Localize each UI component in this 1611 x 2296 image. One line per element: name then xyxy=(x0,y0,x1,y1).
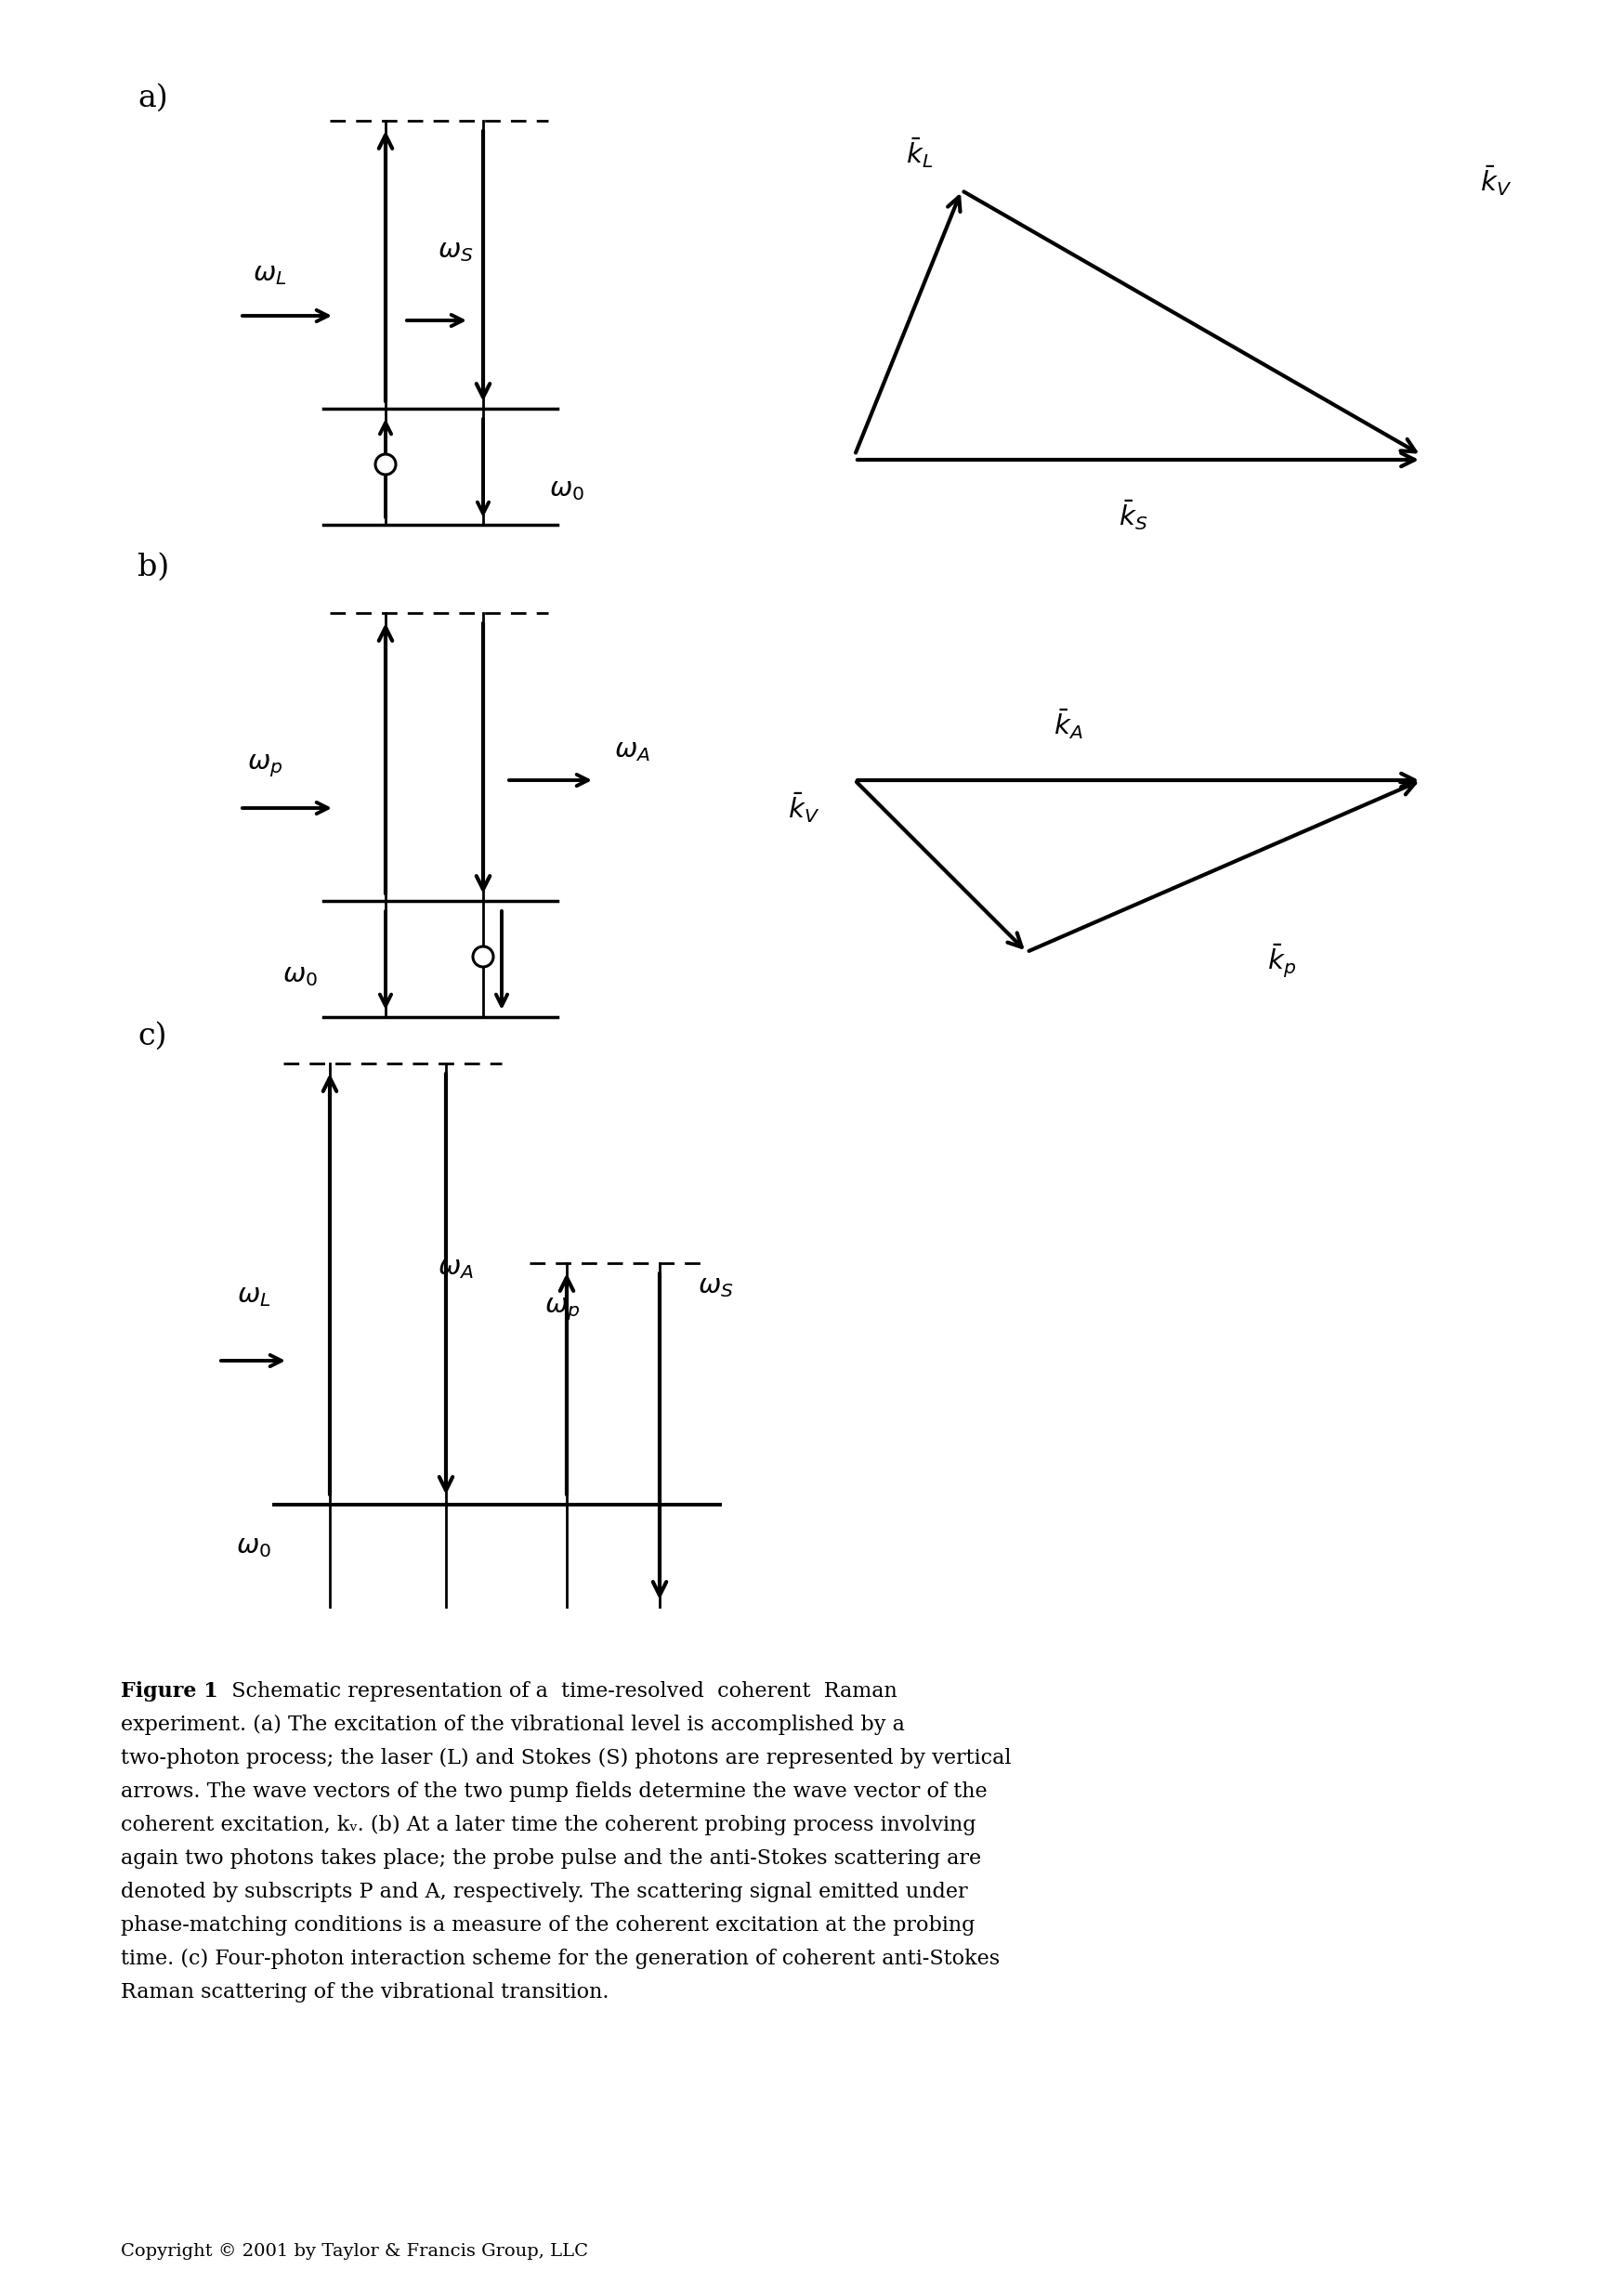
Text: $\omega_p$: $\omega_p$ xyxy=(246,753,282,781)
Text: $\omega_0$: $\omega_0$ xyxy=(549,478,585,503)
Text: Copyright © 2001 by Taylor & Francis Group, LLC: Copyright © 2001 by Taylor & Francis Gro… xyxy=(121,2243,588,2259)
Text: $\omega_A$: $\omega_A$ xyxy=(614,737,649,765)
Text: $\omega_S$: $\omega_S$ xyxy=(698,1274,733,1300)
Text: $\bar{k}_p$: $\bar{k}_p$ xyxy=(1268,944,1297,980)
Text: Raman scattering of the vibrational transition.: Raman scattering of the vibrational tran… xyxy=(121,1981,609,2002)
Text: $\omega_0$: $\omega_0$ xyxy=(235,1534,271,1559)
Text: Figure 1: Figure 1 xyxy=(121,1681,217,1701)
Text: again two photons takes place; the probe pulse and the anti-Stokes scattering ar: again two photons takes place; the probe… xyxy=(121,1848,981,1869)
Text: b): b) xyxy=(137,553,169,583)
Circle shape xyxy=(474,946,493,967)
Text: arrows. The wave vectors of the two pump fields determine the wave vector of the: arrows. The wave vectors of the two pump… xyxy=(121,1782,988,1802)
Text: $\bar{k}_V$: $\bar{k}_V$ xyxy=(1481,163,1511,197)
Text: time. (c) Four-photon interaction scheme for the generation of coherent anti-Sto: time. (c) Four-photon interaction scheme… xyxy=(121,1949,1000,1970)
Text: $\bar{k}_A$: $\bar{k}_A$ xyxy=(1054,707,1083,742)
Text: two-photon process; the laser (L) and Stokes (S) photons are represented by vert: two-photon process; the laser (L) and St… xyxy=(121,1747,1012,1768)
Text: phase-matching conditions is a measure of the coherent excitation at the probing: phase-matching conditions is a measure o… xyxy=(121,1915,975,1936)
Text: $\omega_0$: $\omega_0$ xyxy=(282,962,317,987)
Text: $\omega_S$: $\omega_S$ xyxy=(437,239,474,264)
Text: $\omega_L$: $\omega_L$ xyxy=(253,262,287,287)
Text: denoted by subscripts P and A, respectively. The scattering signal emitted under: denoted by subscripts P and A, respectiv… xyxy=(121,1883,968,1901)
Text: $\omega_L$: $\omega_L$ xyxy=(237,1283,271,1309)
Text: $\bar{k}_V$: $\bar{k}_V$ xyxy=(788,792,820,824)
Text: $\omega_p$: $\omega_p$ xyxy=(545,1297,580,1322)
Text: experiment. (a) The excitation of the vibrational level is accomplished by a: experiment. (a) The excitation of the vi… xyxy=(121,1715,905,1736)
Text: $\omega_A$: $\omega_A$ xyxy=(437,1256,474,1281)
Circle shape xyxy=(375,455,396,475)
Text: $\bar{k}_L$: $\bar{k}_L$ xyxy=(905,135,933,170)
Text: a): a) xyxy=(137,83,168,113)
Text: c): c) xyxy=(137,1022,168,1052)
Text: $\bar{k}_S$: $\bar{k}_S$ xyxy=(1120,498,1149,533)
Text: coherent excitation, kᵥ. (b) At a later time the coherent probing process involv: coherent excitation, kᵥ. (b) At a later … xyxy=(121,1814,976,1835)
Text: Schematic representation of a  time-resolved  coherent  Raman: Schematic representation of a time-resol… xyxy=(219,1681,897,1701)
